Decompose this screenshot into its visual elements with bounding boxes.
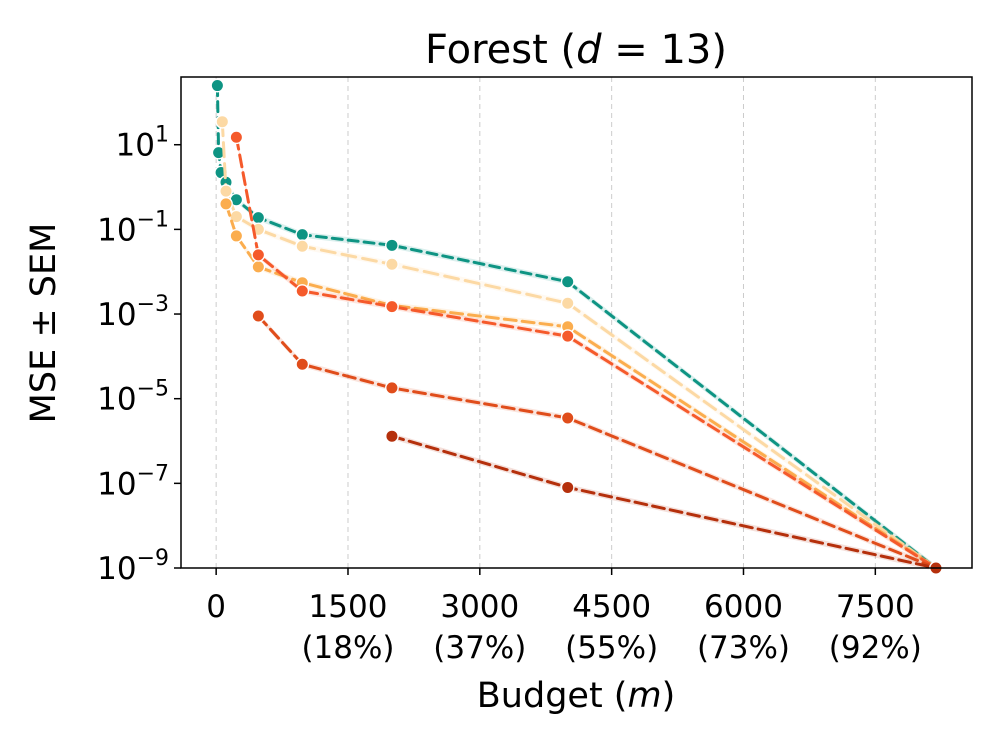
point-series-2 <box>560 296 575 311</box>
x-ticks: 0 1500 (18%) 3000 (37%) 4500 (55%) 6000 (73%) 750… <box>206 568 922 666</box>
point-series-5 <box>385 380 399 395</box>
plot-area-frame <box>180 76 973 569</box>
point-series-4 <box>295 284 310 298</box>
y-tick-label: 10−1 <box>97 207 169 248</box>
x-tick-percent-label: (92%) <box>829 630 922 666</box>
y-tick-label: 10−5 <box>97 377 169 418</box>
line-series-1 <box>215 84 938 570</box>
point-series-2 <box>219 184 233 199</box>
point-series-5 <box>295 357 310 372</box>
y-tick-label: 10−9 <box>97 546 169 587</box>
point-series-3 <box>219 196 233 211</box>
x-tick-label: 1500 <box>309 589 388 625</box>
point-series-6 <box>385 429 399 444</box>
grid-lines <box>215 77 876 568</box>
sem-band-series-6 <box>391 433 936 571</box>
y-tick-label: 10−7 <box>97 461 169 502</box>
x-axis-label: Budget (m) <box>477 676 675 716</box>
point-series-1 <box>560 274 575 289</box>
point-series-1 <box>295 227 310 242</box>
line-series-5 <box>256 314 938 570</box>
sem-band-series-3 <box>226 200 936 571</box>
line-series-3 <box>224 202 938 570</box>
x-tick-label: 6000 <box>704 589 783 625</box>
point-series-1 <box>210 78 225 93</box>
point-series-4 <box>251 247 266 262</box>
point-series-1 <box>385 238 399 253</box>
point-series-5 <box>560 411 575 425</box>
y-axis-label: MSE ± SEM <box>24 223 64 424</box>
point-series-4 <box>229 130 244 145</box>
point-series-2 <box>295 239 310 254</box>
line-series-4 <box>234 135 938 570</box>
point-series-3 <box>251 259 266 274</box>
point-series-6 <box>560 480 575 495</box>
point-series-4 <box>560 329 575 344</box>
x-tick-percent-label: (55%) <box>565 630 658 666</box>
y-ticks: 101 10−1 10−3 10−5 10−7 10−9 <box>97 123 181 587</box>
point-series-2 <box>215 114 230 129</box>
point-series-4 <box>385 299 399 314</box>
point-series-1 <box>251 210 266 225</box>
point-series-3 <box>229 229 244 243</box>
x-tick-percent-label: (37%) <box>433 630 526 666</box>
x-tick-label: 0 <box>206 589 226 625</box>
x-tick-label: 4500 <box>572 589 651 625</box>
sem-band-series-4 <box>236 134 936 572</box>
chart-title: Forest (d = 13) <box>425 27 727 73</box>
y-tick-label: 10−3 <box>97 292 169 333</box>
series-group <box>210 78 943 575</box>
sem-band-series-5 <box>258 313 936 571</box>
point-series-5 <box>251 309 266 323</box>
x-tick-label: 3000 <box>440 589 519 625</box>
point-series-2 <box>385 257 399 272</box>
y-tick-label: 101 <box>116 123 169 164</box>
x-tick-percent-label: (73%) <box>697 630 790 666</box>
x-tick-percent-label: (18%) <box>301 630 394 666</box>
x-tick-label: 7500 <box>836 589 915 625</box>
